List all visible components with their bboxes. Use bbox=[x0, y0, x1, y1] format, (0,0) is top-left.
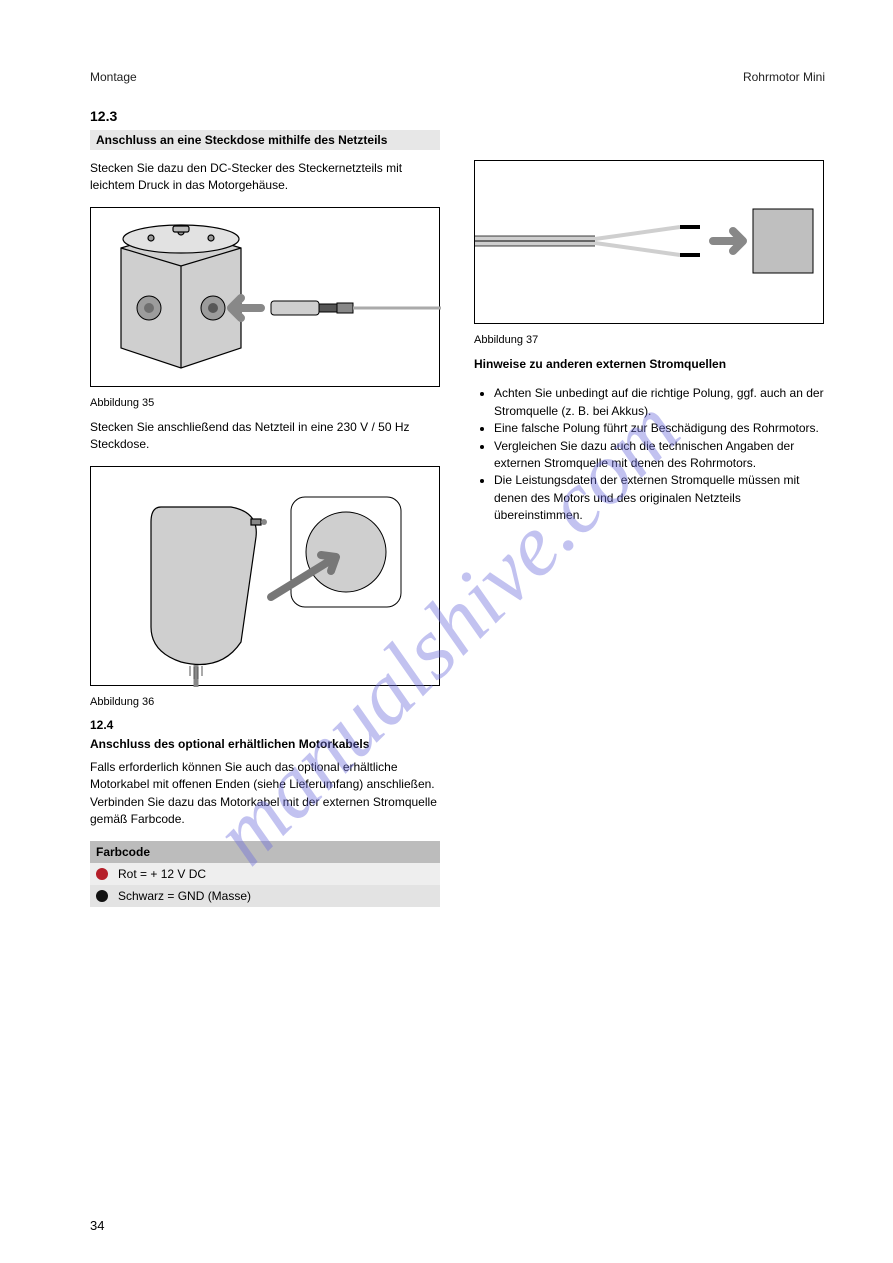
section-number-12-3: 12.3 bbox=[90, 108, 440, 124]
page-number: 34 bbox=[90, 1218, 104, 1233]
figure-37-svg bbox=[475, 161, 825, 325]
list-item: Die Leistungsdaten der externen Stromque… bbox=[494, 472, 824, 524]
section-title-12-4: Anschluss des optional erhältlichen Moto… bbox=[90, 737, 369, 751]
list-item: Vergleichen Sie dazu auch die technische… bbox=[494, 438, 824, 473]
figure-35-svg bbox=[91, 208, 441, 388]
table-row: Rot = + 12 V DC bbox=[90, 863, 440, 885]
table-header: Farbcode bbox=[90, 841, 440, 863]
paragraph-12-4: Falls erforderlich können Sie auch das o… bbox=[90, 759, 440, 829]
table-header-text: Farbcode bbox=[96, 845, 150, 859]
figure-35 bbox=[90, 207, 440, 387]
header-right: Rohrmotor Mini bbox=[743, 70, 825, 84]
header-left: Montage bbox=[90, 70, 137, 84]
paragraph-after-fig35: Stecken Sie anschließend das Netzteil in… bbox=[90, 419, 440, 454]
list-item: Achten Sie unbedingt auf die richtige Po… bbox=[494, 385, 824, 420]
figure-36 bbox=[90, 466, 440, 686]
figure-36-svg bbox=[91, 467, 441, 687]
right-column: Abbildung 37 Hinweise zu anderen externe… bbox=[474, 108, 824, 917]
figure-35-label: Abbildung 35 bbox=[90, 397, 440, 409]
color-code-table: Farbcode Rot = + 12 V DC Schwarz = GND (… bbox=[90, 841, 440, 907]
figure-36-label: Abbildung 36 bbox=[90, 696, 440, 708]
hinweise-title: Hinweise zu anderen externen Stromquelle… bbox=[474, 357, 726, 371]
hinweise-list: Achten Sie unbedingt auf die richtige Po… bbox=[474, 385, 824, 524]
table-cell-label: Schwarz = GND (Masse) bbox=[118, 889, 251, 903]
section-title-12-3-text: Anschluss an eine Steckdose mithilfe des… bbox=[96, 133, 387, 147]
list-item: Eine falsche Polung führt zur Beschädigu… bbox=[494, 420, 824, 437]
section-number-12-4: 12.4 bbox=[90, 718, 440, 732]
two-column-layout: 12.3 Anschluss an eine Steckdose mithilf… bbox=[90, 108, 825, 917]
page-header: Montage Rohrmotor Mini bbox=[90, 70, 825, 84]
paragraph-12-3-intro: Stecken Sie dazu den DC-Stecker des Stec… bbox=[90, 160, 440, 195]
figure-37-label: Abbildung 37 bbox=[474, 334, 824, 346]
left-column: 12.3 Anschluss an eine Steckdose mithilf… bbox=[90, 108, 440, 917]
table-cell-label: Rot = + 12 V DC bbox=[118, 867, 206, 881]
color-dot-red bbox=[96, 868, 108, 880]
section-title-12-3: Anschluss an eine Steckdose mithilfe des… bbox=[90, 130, 440, 150]
figure-37 bbox=[474, 160, 824, 324]
page: Montage Rohrmotor Mini manualshive.com 1… bbox=[0, 0, 893, 1263]
color-dot-black bbox=[96, 890, 108, 902]
table-row: Schwarz = GND (Masse) bbox=[90, 885, 440, 907]
spacer bbox=[474, 108, 824, 160]
